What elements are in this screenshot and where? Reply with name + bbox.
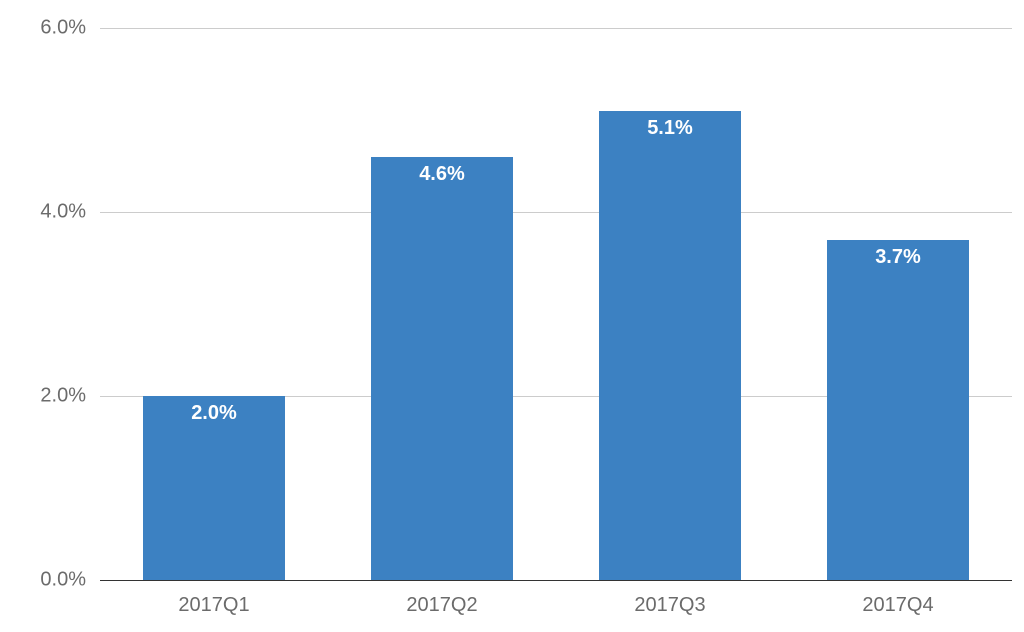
bar: 4.6%	[371, 157, 512, 580]
bar: 5.1%	[599, 111, 740, 580]
x-tick-label: 2017Q2	[406, 594, 477, 617]
y-tick-label: 2.0%	[0, 385, 86, 408]
bar: 3.7%	[827, 240, 968, 580]
y-tick-label: 4.0%	[0, 201, 86, 224]
x-tick-label: 2017Q1	[178, 594, 249, 617]
bar: 2.0%	[143, 396, 284, 580]
bar-value-label: 5.1%	[647, 117, 693, 140]
bar-value-label: 2.0%	[191, 402, 237, 425]
gridline	[100, 28, 1012, 29]
bar-value-label: 4.6%	[419, 163, 465, 186]
gridline	[100, 212, 1012, 213]
plot-area: 2.0% 4.6% 5.1% 3.7%	[100, 28, 1012, 580]
bar-value-label: 3.7%	[875, 246, 921, 269]
x-tick-label: 2017Q4	[862, 594, 933, 617]
y-tick-label: 0.0%	[0, 569, 86, 592]
y-tick-label: 6.0%	[0, 17, 86, 40]
x-tick-label: 2017Q3	[634, 594, 705, 617]
bar-chart: 2.0% 4.6% 5.1% 3.7% 0.0% 2.0% 4.0% 6.0% 2017Q1 2…	[0, 0, 1024, 632]
x-axis-line	[100, 580, 1012, 581]
